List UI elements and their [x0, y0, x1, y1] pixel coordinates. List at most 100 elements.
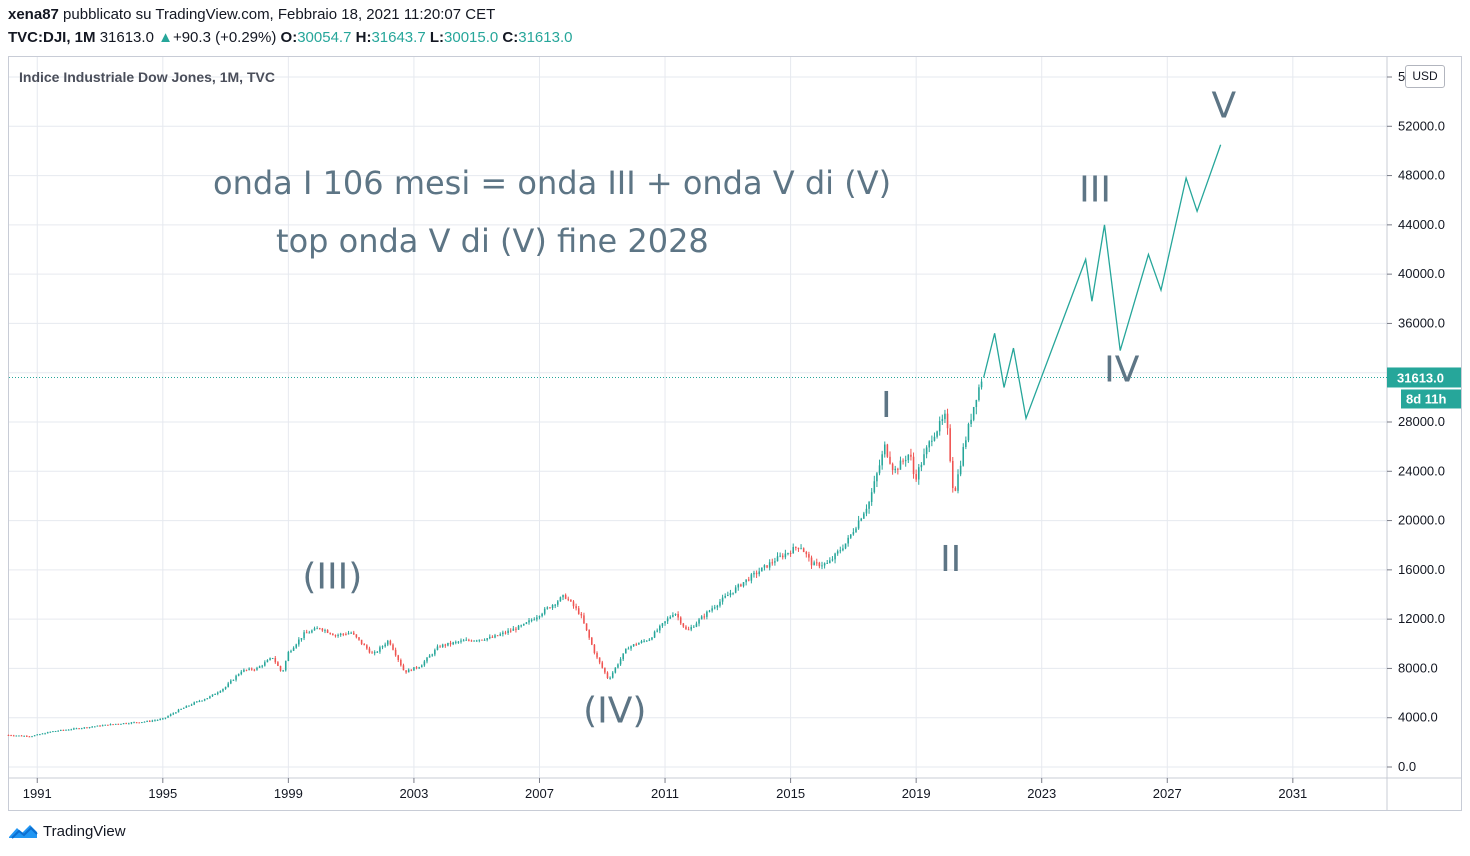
high-value: 31643.7 [371, 29, 426, 46]
candle-body [394, 649, 397, 656]
candle-body [883, 444, 886, 455]
y-tick-label: 52000.0 [1398, 118, 1445, 133]
candle-body [389, 640, 392, 645]
candle-body [682, 623, 685, 627]
candle-body [10, 735, 12, 737]
candle-body [601, 662, 604, 668]
tradingview-logo-icon [9, 825, 38, 839]
candle-body [73, 728, 75, 730]
candle-body [826, 562, 829, 564]
candle-body [931, 440, 933, 442]
candle-body [494, 635, 496, 638]
candle-body [258, 666, 261, 668]
candle-body [185, 705, 188, 708]
candle-body [473, 640, 475, 642]
tradingview-footer: TradingView [8, 822, 126, 840]
candle-body [211, 694, 214, 697]
candle-body [483, 639, 486, 641]
candle-body [237, 674, 240, 676]
y-tick-label: 12000.0 [1398, 611, 1445, 626]
candle-body [957, 474, 959, 491]
candle-body [857, 520, 860, 529]
candle-body [805, 552, 808, 555]
candle-body [787, 553, 789, 555]
candle-body [426, 657, 428, 662]
candle-body [557, 601, 559, 605]
candle-body [734, 587, 737, 593]
chart-annotation-note: top onda V di (V) fine 2028 [276, 222, 709, 260]
y-tick-label: 0.0 [1398, 759, 1416, 774]
candle-body [638, 643, 640, 645]
candle-body [551, 605, 554, 609]
candle-body [436, 646, 439, 650]
candle-body [897, 468, 899, 470]
y-tick-label: 24000.0 [1398, 463, 1445, 478]
candle-body [978, 387, 980, 400]
candle-body [358, 637, 360, 640]
open-label: O: [280, 29, 298, 46]
candle-body [878, 465, 881, 474]
candle-body [740, 584, 742, 587]
candle-body [287, 651, 290, 661]
candle-body [881, 454, 883, 466]
candle-body [632, 644, 635, 647]
candle-body [792, 547, 794, 554]
y-tick-label: 28000.0 [1398, 414, 1445, 429]
candle-body [138, 722, 141, 724]
candle-body [182, 707, 185, 709]
candle-body [802, 548, 805, 553]
candle-body [397, 655, 400, 660]
candle-body [562, 594, 564, 598]
candle-body [133, 722, 135, 724]
candle-body [209, 696, 211, 699]
wave-label: (IV) [583, 691, 646, 732]
candle-body [695, 623, 698, 627]
currency-badge[interactable]: USD [1405, 65, 1445, 88]
candle-body [899, 460, 902, 470]
candle-body [698, 619, 700, 624]
x-tick-label: 2015 [776, 786, 805, 801]
candle-body [666, 618, 669, 622]
candle-body [944, 413, 946, 420]
candle-body [818, 562, 821, 567]
candle-body [371, 652, 373, 654]
candle-body [870, 492, 873, 502]
candle-body [321, 628, 324, 631]
candle-body [96, 725, 99, 727]
candle-body [795, 547, 797, 549]
candle-body [635, 644, 638, 646]
candle-body [564, 594, 567, 599]
candle-body [70, 729, 73, 731]
candle-body [465, 639, 468, 641]
candle-body [604, 667, 606, 673]
author-name: xena87 [8, 6, 59, 23]
candle-body [91, 726, 93, 728]
elliott-wave-projection[interactable] [983, 144, 1222, 421]
candle-body [112, 724, 114, 726]
candle-body [350, 632, 352, 634]
candle-body [44, 733, 46, 735]
candle-body [230, 680, 232, 684]
candle-body [415, 667, 418, 669]
candle-body [700, 616, 703, 620]
candle-body [617, 664, 619, 668]
y-tick-label: 36000.0 [1398, 315, 1445, 330]
candle-body [923, 454, 925, 465]
candle-body [248, 668, 250, 670]
candle-body [104, 724, 107, 726]
candle-body [122, 723, 125, 725]
candle-body [151, 720, 154, 722]
candle-body [962, 446, 965, 466]
candle-body [83, 727, 86, 729]
high-label: H: [355, 29, 372, 46]
candle-body [753, 572, 755, 575]
chart-title: Indice Industriale Dow Jones, 1M, TVC [19, 69, 275, 85]
candle-body [915, 474, 917, 480]
candle-body [645, 640, 648, 642]
candle-body [274, 658, 277, 663]
candle-body [836, 551, 839, 554]
y-tick-label: 44000.0 [1398, 217, 1445, 232]
y-tick-label: 40000.0 [1398, 266, 1445, 281]
candle-body [543, 608, 546, 614]
